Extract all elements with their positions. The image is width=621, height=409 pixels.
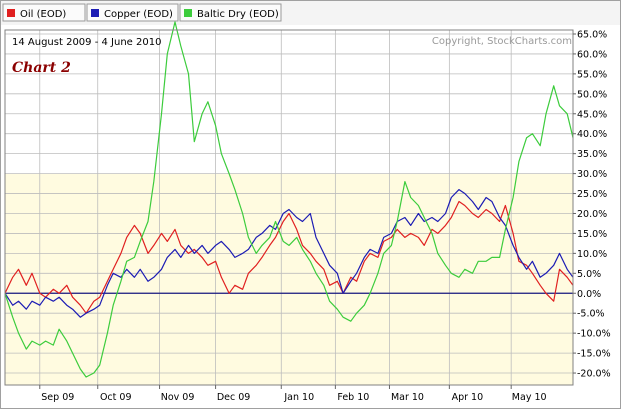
baltic-dry-line bbox=[4, 21, 574, 378]
legend-label-oil: Oil (EOD) bbox=[20, 9, 66, 20]
y-tick-label: 25.0% bbox=[577, 189, 607, 200]
y-tick-label: 0.0% bbox=[577, 289, 601, 300]
copyright-label: Copyright, StockCharts.com bbox=[432, 36, 572, 47]
x-tick-label: Mar 10 bbox=[391, 392, 424, 403]
y-tick-label: 50.0% bbox=[577, 89, 607, 100]
oil-line bbox=[4, 200, 574, 314]
legend-label-copper: Copper (EOD) bbox=[104, 9, 173, 20]
y-tick-label: 40.0% bbox=[577, 129, 607, 140]
legend-item-baltic-dry-box bbox=[179, 3, 282, 22]
chart-annotation: Chart 2 bbox=[12, 60, 71, 76]
copper-line bbox=[4, 189, 574, 318]
y-tick-label: 20.0% bbox=[577, 209, 607, 220]
legend: Oil (EOD) Copper (EOD) Baltic Dry (EOD) bbox=[1, 1, 620, 25]
legend-item-copper[interactable]: Copper (EOD) bbox=[86, 3, 179, 22]
y-tick-label: -15.0% bbox=[577, 349, 611, 360]
legend-item-oil[interactable]: Oil (EOD) bbox=[2, 3, 86, 22]
x-axis-ticks: Sep 09 Oct 09 Nov 09 Dec 09 Jan 10 Feb 10 Mar … bbox=[39, 385, 547, 403]
y-axis-ticks: -20.0% -15.0% -10.0% -5.0% 0.0% 5.0% 10.0% 15.0… bbox=[573, 29, 611, 380]
y-tick-label: -5.0% bbox=[577, 309, 605, 320]
legend-label-baltic-dry: Baltic Dry (EOD) bbox=[197, 9, 279, 20]
x-tick-label: May 10 bbox=[512, 392, 547, 403]
y-tick-label: 5.0% bbox=[577, 269, 601, 280]
legend-swatch-oil bbox=[7, 9, 15, 17]
y-tick-label: -20.0% bbox=[577, 369, 611, 380]
y-tick-label: 45.0% bbox=[577, 109, 607, 120]
x-tick-label: Nov 09 bbox=[161, 392, 195, 403]
legend-item-baltic-dry[interactable]: Baltic Dry (EOD) bbox=[179, 3, 282, 22]
legend-swatch-baltic-dry bbox=[184, 9, 192, 17]
x-tick-label: Sep 09 bbox=[41, 392, 74, 403]
x-tick-label: Dec 09 bbox=[217, 392, 251, 403]
legend-swatch-copper bbox=[91, 9, 99, 17]
x-tick-label: Oct 09 bbox=[100, 392, 132, 403]
y-tick-label: -10.0% bbox=[577, 329, 611, 340]
legend-item-oil-box bbox=[2, 3, 86, 22]
y-tick-label: 35.0% bbox=[577, 149, 607, 160]
x-tick-label: Apr 10 bbox=[452, 392, 484, 403]
y-tick-label: 30.0% bbox=[577, 169, 607, 180]
legend-item-copper-box bbox=[86, 3, 179, 22]
vertical-gridlines bbox=[39, 30, 512, 385]
y-tick-label: 60.0% bbox=[577, 49, 607, 60]
x-tick-label: Jan 10 bbox=[283, 392, 314, 403]
y-tick-label: 65.0% bbox=[577, 29, 607, 40]
date-range-label: 14 August 2009 - 4 June 2010 bbox=[12, 37, 161, 48]
x-tick-label: Feb 10 bbox=[337, 392, 369, 403]
y-tick-label: 55.0% bbox=[577, 69, 607, 80]
series-lines bbox=[4, 21, 574, 378]
gridlines bbox=[5, 33, 573, 374]
y-tick-label: 10.0% bbox=[577, 249, 607, 260]
plot-border bbox=[4, 29, 574, 386]
y-tick-label: 15.0% bbox=[577, 229, 607, 240]
